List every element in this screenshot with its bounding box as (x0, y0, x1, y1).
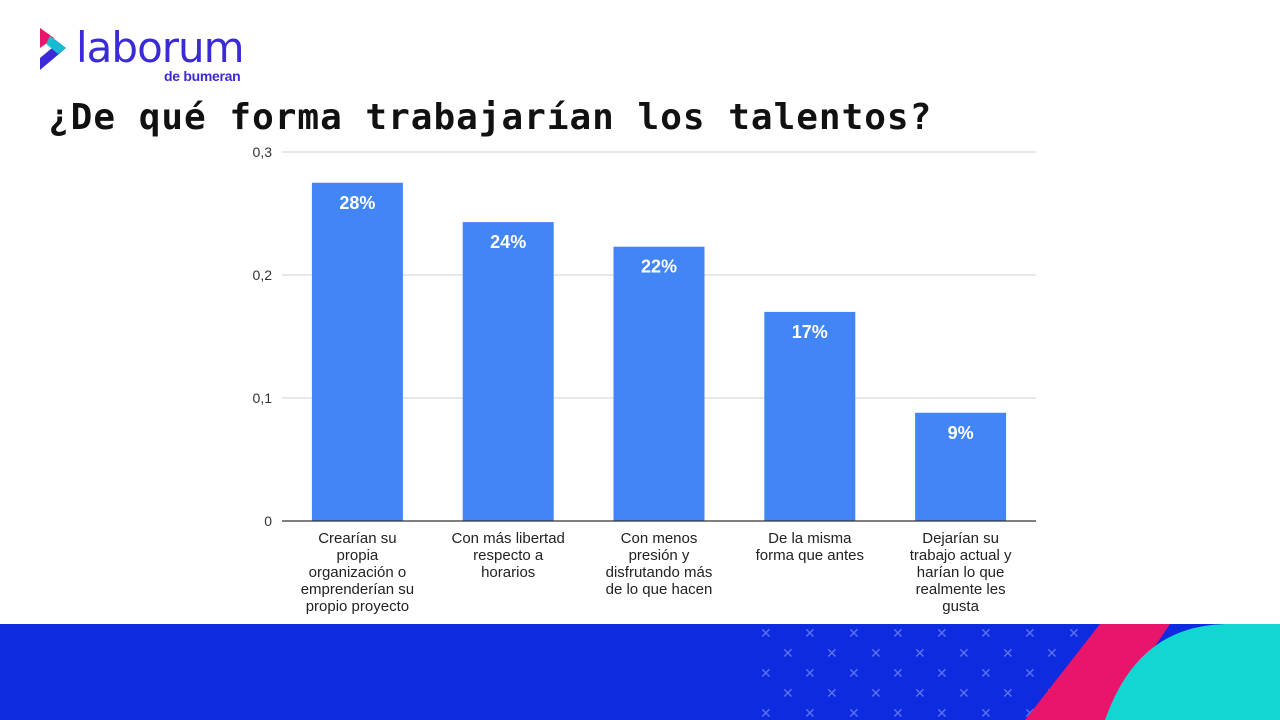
y-tick-label: 0,1 (253, 390, 273, 406)
x-mark-icon: ✕ (1002, 646, 1014, 662)
x-mark-icon: ✕ (958, 646, 970, 662)
x-mark-icon: ✕ (870, 686, 882, 702)
x-mark-icon: ✕ (848, 626, 860, 642)
x-category-label: gusta (942, 598, 979, 615)
x-category-label: trabajo actual y (910, 547, 1012, 564)
x-mark-icon: ✕ (826, 686, 838, 702)
x-mark-icon: ✕ (804, 626, 816, 642)
y-tick-label: 0,3 (253, 144, 273, 160)
x-mark-icon: ✕ (826, 646, 838, 662)
cyan-wave-decoration (1105, 624, 1280, 720)
x-mark-icon: ✕ (980, 666, 992, 682)
x-mark-icon: ✕ (804, 706, 816, 720)
bar-data-label: 28% (339, 193, 375, 213)
x-mark-icon: ✕ (958, 686, 970, 702)
y-tick-label: 0,2 (253, 267, 273, 283)
x-category-label: organización o (309, 564, 407, 581)
x-category-label: harían lo que (917, 564, 1005, 581)
x-mark-icon: ✕ (914, 646, 926, 662)
laborum-chevron-icon (40, 28, 66, 70)
x-mark-icon: ✕ (848, 666, 860, 682)
x-mark-icon: ✕ (1024, 626, 1036, 642)
pink-stripe-decoration (1025, 624, 1170, 720)
x-mark-icon: ✕ (1046, 646, 1058, 662)
x-category-label: presión y (629, 547, 690, 564)
x-mark-icon: ✕ (1024, 666, 1036, 682)
x-mark-icon: ✕ (980, 706, 992, 720)
x-category-label: emprenderían su (301, 581, 414, 598)
x-mark-icon: ✕ (892, 706, 904, 720)
x-mark-icon: ✕ (782, 686, 794, 702)
page-title: ¿De qué forma trabajarían los talentos? (48, 97, 933, 138)
x-mark-icon: ✕ (782, 646, 794, 662)
x-category-label: de lo que hacen (606, 581, 713, 598)
x-mark-icon: ✕ (760, 666, 772, 682)
x-mark-icon: ✕ (892, 666, 904, 682)
x-mark-icon: ✕ (980, 626, 992, 642)
x-category-label: Con menos (621, 530, 698, 547)
bar (613, 246, 705, 521)
x-category-label: disfrutando más (606, 564, 713, 581)
x-category-label: Crearían su (318, 530, 396, 547)
bar (764, 311, 856, 521)
laborum-logo: laborum de bumeran (36, 24, 256, 86)
brand-subtitle: de bumeran (164, 68, 241, 84)
bar (462, 222, 554, 522)
bar-data-label: 9% (948, 423, 974, 443)
brand-name: laborum (76, 23, 245, 72)
x-mark-icon: ✕ (1068, 626, 1080, 642)
bar (311, 182, 403, 521)
x-mark-icon: ✕ (804, 666, 816, 682)
x-category-label: propio proyecto (306, 598, 409, 615)
bar-chart: 0 0,1 0,2 0,3 28% Crearían supropiaorganizaci… (253, 144, 1036, 615)
x-mark-icon: ✕ (1002, 686, 1014, 702)
x-mark-icon: ✕ (870, 646, 882, 662)
x-category-label: De la misma (768, 530, 852, 547)
bar (915, 412, 1007, 521)
x-category-label: forma que antes (756, 547, 864, 564)
footer-banner: ✕✕✕✕✕✕✕✕✕✕✕✕✕✕✕✕✕✕✕✕✕✕✕✕✕✕✕✕✕✕✕✕✕✕✕✕✕✕✕✕ (0, 624, 1280, 720)
x-category-label: Con más libertad (452, 530, 565, 547)
x-category-label: Dejarían su (922, 530, 999, 547)
x-category-label: propia (337, 547, 379, 564)
bar-data-label: 17% (792, 322, 828, 342)
x-mark-icon: ✕ (760, 706, 772, 720)
x-mark-icon: ✕ (936, 626, 948, 642)
x-mark-icon: ✕ (936, 706, 948, 720)
x-mark-icon: ✕ (892, 626, 904, 642)
x-category-label: realmente les (916, 581, 1006, 598)
x-mark-icon: ✕ (1024, 706, 1036, 720)
x-mark-icon: ✕ (936, 666, 948, 682)
bar-data-label: 22% (641, 257, 677, 277)
bar-data-label: 24% (490, 232, 526, 252)
x-category-label: horarios (481, 564, 535, 581)
x-mark-icon: ✕ (760, 626, 772, 642)
x-pattern-decoration: ✕✕✕✕✕✕✕✕✕✕✕✕✕✕✕✕✕✕✕✕✕✕✕✕✕✕✕✕✕✕✕✕✕✕✕✕✕✕✕✕ (760, 626, 1102, 720)
y-tick-label: 0 (264, 513, 272, 529)
x-category-label: respecto a (473, 547, 544, 564)
x-mark-icon: ✕ (848, 706, 860, 720)
x-mark-icon: ✕ (914, 686, 926, 702)
